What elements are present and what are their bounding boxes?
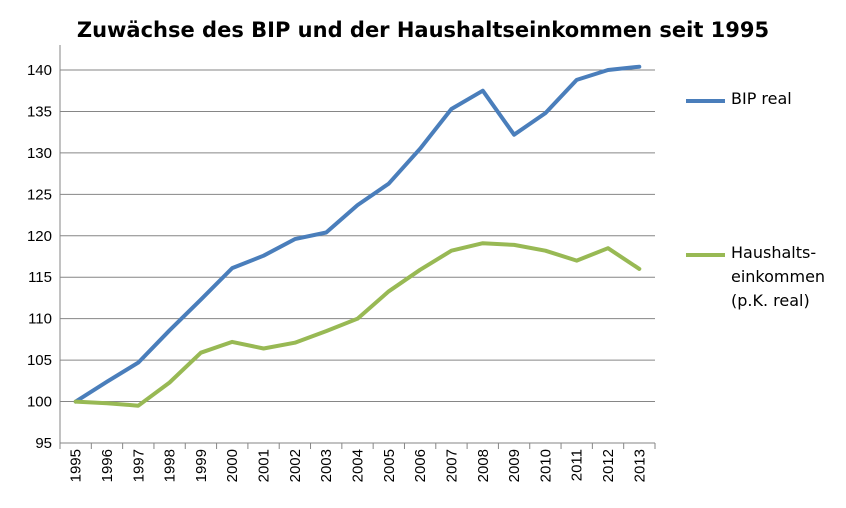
legend-swatch: [686, 253, 725, 257]
x-tick-label: 2009: [506, 449, 523, 482]
x-tick-label: 1999: [193, 449, 210, 482]
y-tick-label: 140: [27, 62, 52, 79]
legend-label-line: Haushalts-: [731, 243, 817, 262]
y-tick-label: 100: [27, 394, 52, 411]
x-tick-label: 2006: [412, 449, 429, 482]
legend-label-line: (p.K. real): [731, 291, 810, 310]
x-tick-label: 2010: [537, 449, 554, 482]
x-tick-label: 1995: [68, 449, 85, 482]
x-tick-label: 2012: [600, 449, 617, 482]
x-tick-label: 2000: [224, 449, 241, 482]
y-tick-label: 110: [28, 311, 52, 328]
x-tick-label: 2002: [287, 449, 304, 482]
y-tick-label: 105: [27, 352, 52, 369]
x-tick-label: 1998: [162, 449, 179, 482]
x-tick-label: 2007: [443, 449, 460, 482]
x-tick-label: 2003: [318, 449, 335, 482]
x-tick-label: 2001: [256, 449, 273, 482]
x-tick-label: 2005: [381, 449, 398, 482]
x-tick-label: 1996: [99, 449, 116, 482]
legend-swatch: [686, 99, 725, 103]
x-tick-label: 2013: [631, 449, 648, 482]
x-tick-label: 2008: [475, 449, 492, 482]
y-tick-label: 135: [27, 103, 52, 120]
series-line-1: [73, 64, 642, 404]
legend-label-line: einkommen: [731, 267, 826, 286]
legend-label: Haushalts-einkommen (p.K. real): [731, 241, 825, 313]
y-tick-label: 120: [27, 228, 52, 245]
y-tick-label: 130: [27, 145, 52, 162]
y-tick-label: 115: [28, 269, 52, 286]
x-tick-label: 2011: [569, 449, 586, 481]
y-tick-label: 125: [27, 186, 52, 203]
x-tick-label: 2004: [350, 449, 367, 482]
x-tick-label: 1997: [130, 449, 147, 482]
legend-label-line: BIP real: [731, 89, 792, 108]
y-tick-label: 95: [35, 435, 52, 452]
chart-title: Zuwächse des BIP und der Haushaltseinkom…: [76, 18, 770, 42]
series-line-2: [73, 241, 642, 408]
legend-label: BIP real: [731, 87, 792, 111]
